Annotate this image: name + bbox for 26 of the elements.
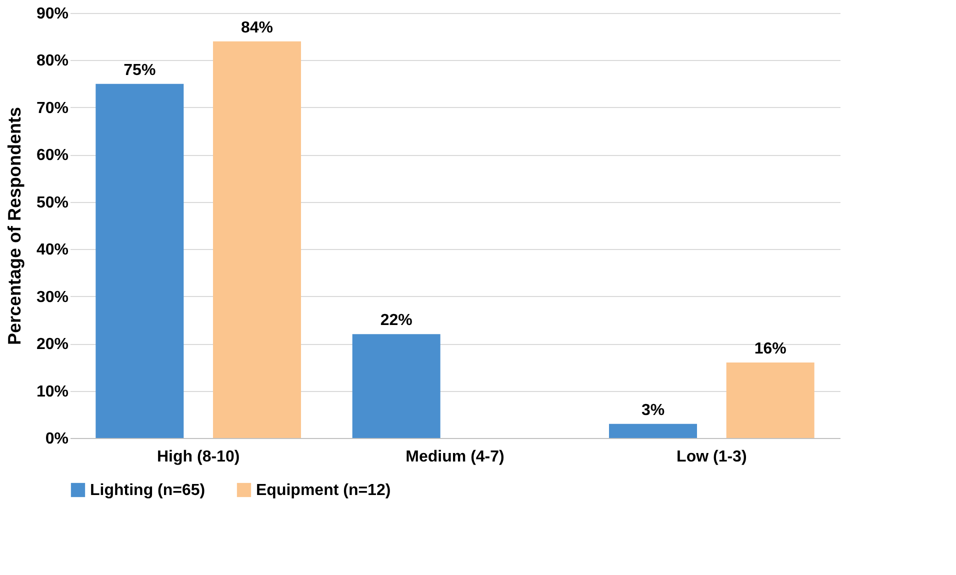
y-tick-label: 20% xyxy=(36,336,68,354)
legend-label: Lighting (n=65) xyxy=(90,482,206,499)
data-label: 22% xyxy=(380,312,412,330)
bar xyxy=(352,334,440,438)
bar xyxy=(609,424,697,438)
y-tick-label: 30% xyxy=(36,288,68,306)
legend-label: Equipment (n=12) xyxy=(256,482,391,499)
data-label: 75% xyxy=(124,62,156,79)
y-tick-label: 40% xyxy=(36,242,68,259)
y-tick-label: 10% xyxy=(36,383,68,400)
y-tick-label: 90% xyxy=(36,6,68,22)
y-axis-title: Percentage of Respondents xyxy=(4,106,24,346)
y-tick-label: 0% xyxy=(45,430,68,448)
y-tick-label: 50% xyxy=(36,194,68,212)
x-tick-label: High (8-10) xyxy=(156,448,240,466)
data-label: 16% xyxy=(754,340,786,358)
data-label: 84% xyxy=(240,19,274,36)
bar xyxy=(96,84,184,438)
bar xyxy=(726,362,814,438)
data-label: 3% xyxy=(641,402,665,419)
x-tick-label: Low (1-3) xyxy=(676,448,747,466)
bar xyxy=(213,41,301,438)
y-tick-label: 70% xyxy=(36,100,68,117)
y-tick-label: 80% xyxy=(36,52,68,70)
y-tick-label: 60% xyxy=(36,147,68,164)
x-tick-label: Medium (4-7) xyxy=(406,448,504,466)
